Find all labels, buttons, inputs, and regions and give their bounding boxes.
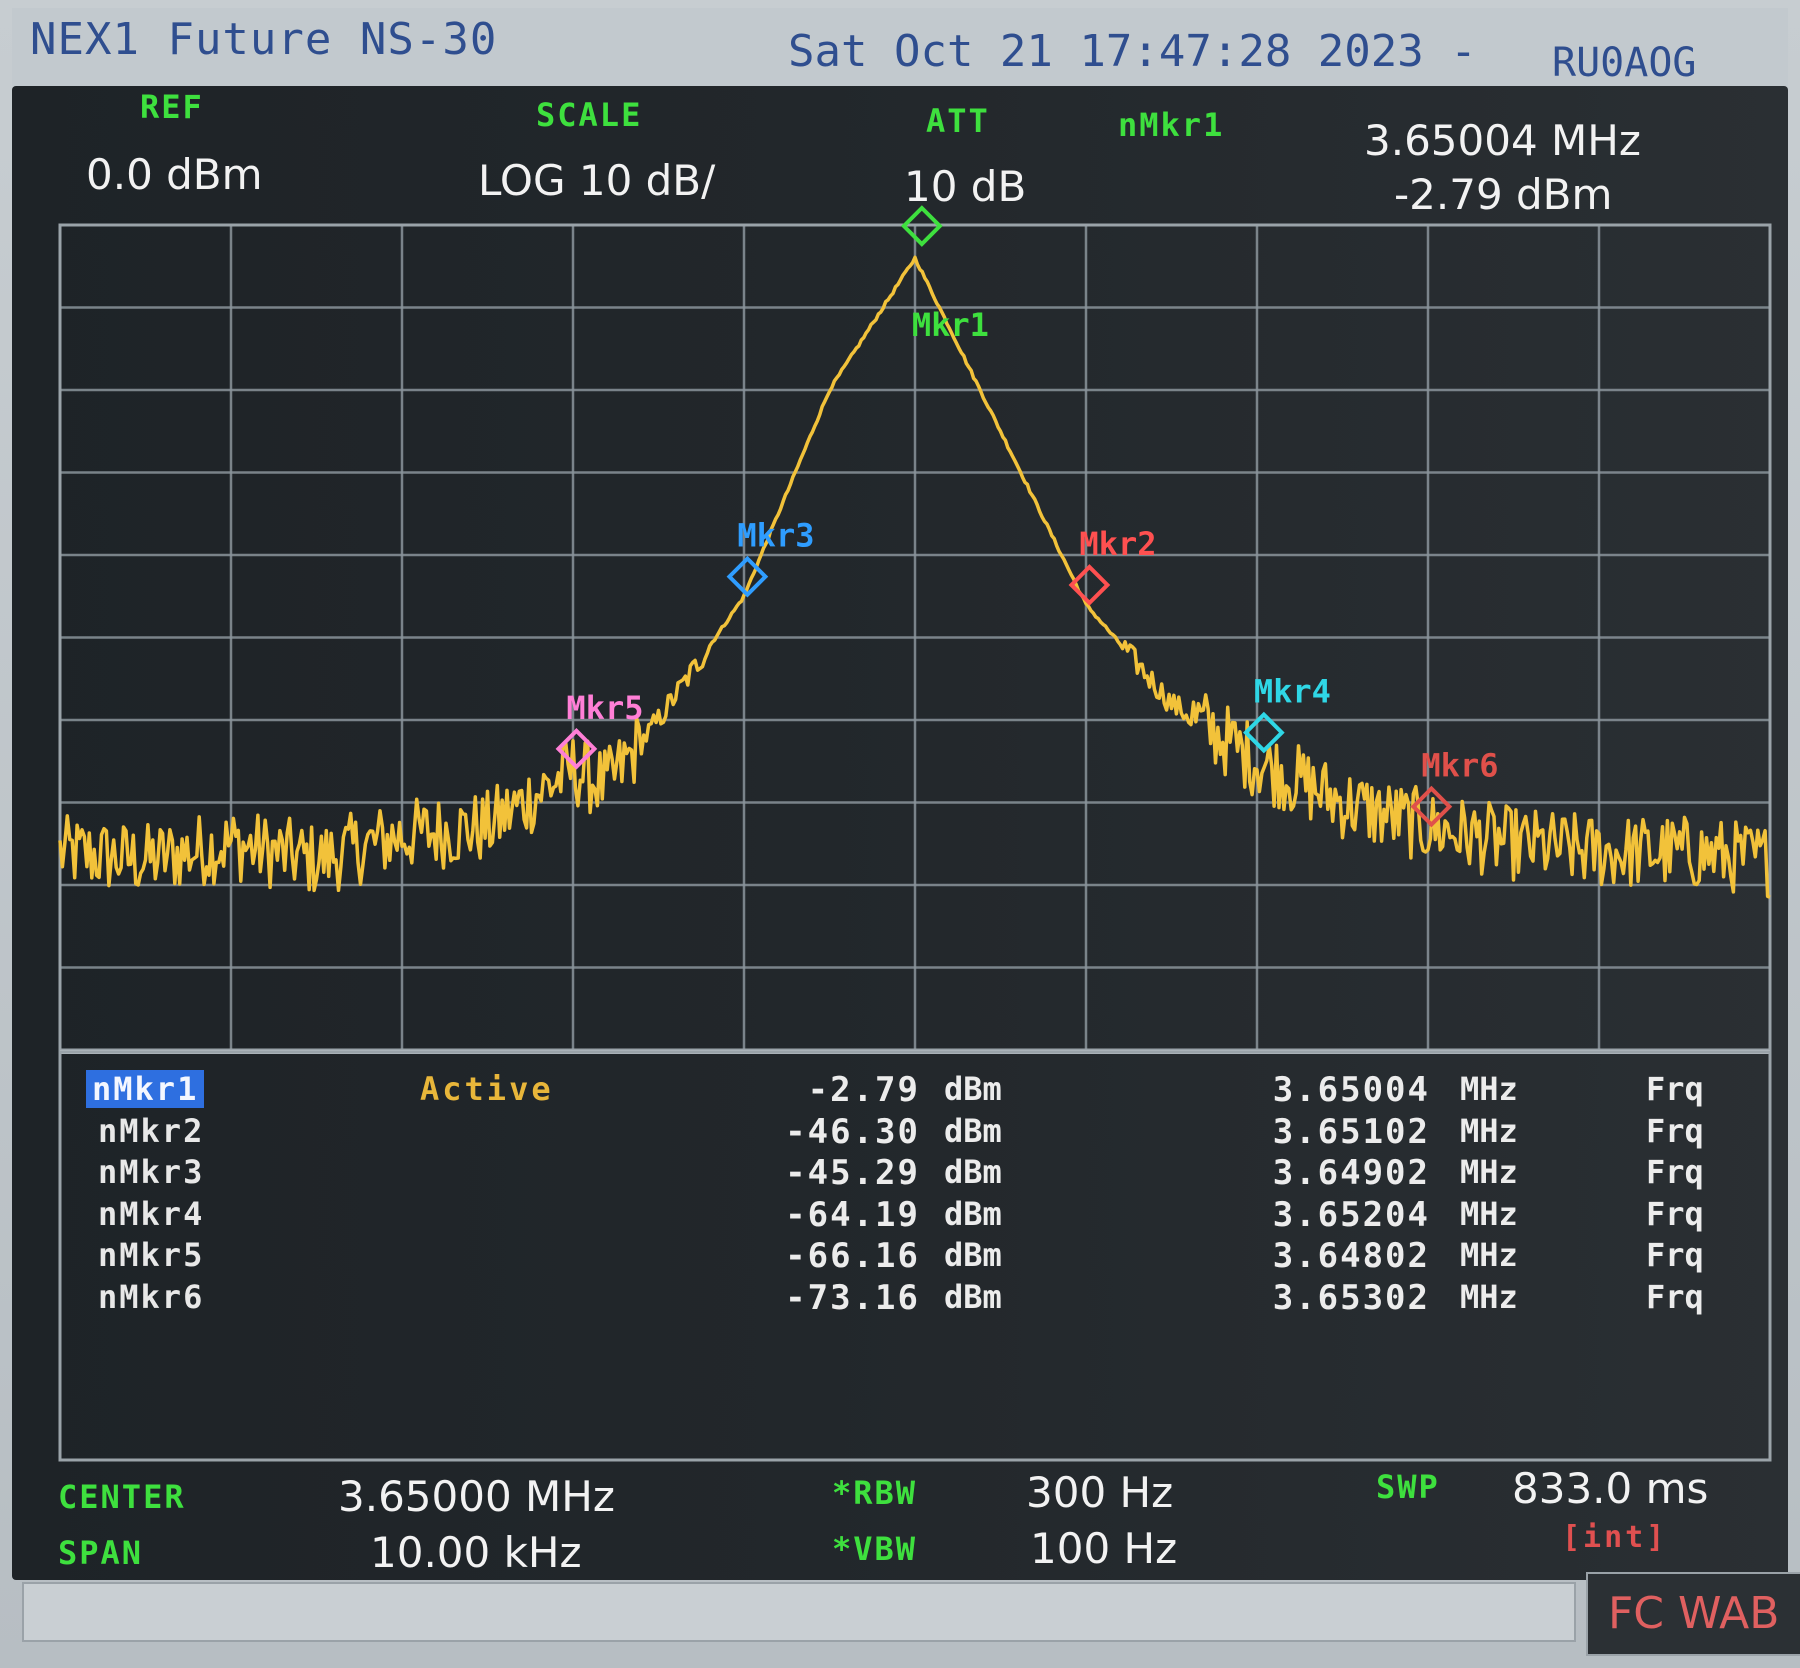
marker-row-frequency-unit: MHz	[1460, 1111, 1518, 1150]
marker-row-name: nMkr2	[98, 1111, 205, 1150]
marker-row-state: Active	[420, 1070, 554, 1108]
active-marker-label: nMkr1	[1118, 106, 1225, 144]
marker-row-frequency: 3.65004	[1272, 1070, 1430, 1110]
marker-row-frequency-unit: MHz	[1460, 1194, 1518, 1233]
marker-row-amplitude: -45.29	[785, 1153, 920, 1193]
marker-mkr3-diamond[interactable]	[726, 555, 769, 598]
marker-layer: Mkr1 Mkr2 Mkr3 Mkr4 Mkr5 Mkr6	[555, 205, 1498, 828]
marker-row-amplitude-unit: dBm	[944, 1236, 1002, 1274]
marker-row-frequency: 3.65102	[1272, 1111, 1430, 1152]
analyzer-screen	[12, 86, 1788, 1580]
span-label: SPAN	[58, 1534, 144, 1572]
marker-mkr2-label: Mkr2	[1079, 525, 1156, 563]
table-border	[58, 1050, 1772, 1462]
active-marker-amplitude: -2.79 dBm	[1394, 170, 1613, 219]
marker-mkr3-label: Mkr3	[737, 517, 814, 555]
vbw-label: *VBW	[832, 1530, 918, 1568]
ref-value: 0.0 dBm	[86, 150, 263, 199]
callsign: RU0AOG	[1552, 40, 1697, 86]
sweep-mode: [int]	[1562, 1520, 1668, 1555]
active-marker-frequency: 3.65004 MHz	[1364, 116, 1641, 165]
center-label: CENTER	[58, 1478, 186, 1516]
marker-row-amplitude-unit: dBm	[944, 1111, 1002, 1150]
span-value: 10.00 kHz	[370, 1528, 582, 1577]
marker-row-frequency: 3.65302	[1272, 1277, 1430, 1318]
marker-row-amplitude-unit: dBm	[944, 1277, 1002, 1316]
att-value: 10 dB	[904, 162, 1027, 211]
marker-row-mode: Frq	[1646, 1236, 1704, 1274]
marker-row-mode: Frq	[1646, 1111, 1704, 1150]
marker-row-frequency: 3.64802	[1272, 1236, 1430, 1276]
marker-row-name: nMkr4	[98, 1194, 205, 1233]
ref-label: REF	[140, 88, 204, 126]
status-text: FC WAB	[1608, 1588, 1780, 1639]
instrument-name: NEX1 Future NS-30	[30, 14, 498, 65]
title-bar	[12, 8, 1788, 86]
marker-row-frequency-unit: MHz	[1460, 1070, 1518, 1108]
center-value: 3.65000 MHz	[338, 1472, 615, 1521]
spectrum-trace-layer	[58, 255, 1771, 899]
marker-row-mode: Frq	[1646, 1194, 1704, 1233]
marker-row-frequency: 3.65204	[1272, 1194, 1430, 1235]
marker-row-frequency-unit: MHz	[1460, 1236, 1518, 1274]
marker-row-amplitude: -2.79	[807, 1070, 920, 1110]
marker-mkr4-label: Mkr4	[1254, 673, 1331, 711]
marker-row-amplitude: -64.19	[785, 1194, 920, 1235]
rbw-label: *RBW	[832, 1474, 918, 1512]
marker-mkr5-diamond[interactable]	[555, 727, 598, 770]
marker-row-mode: Frq	[1646, 1070, 1704, 1108]
marker-row-name: nMkr6	[98, 1277, 205, 1316]
sweep-label: SWP	[1376, 1468, 1440, 1506]
spectrum-trace	[58, 255, 1771, 899]
marker-mkr2-diamond[interactable]	[1068, 564, 1111, 606]
rbw-value: 300 Hz	[1026, 1468, 1174, 1517]
marker-row-frequency: 3.64902	[1272, 1153, 1430, 1193]
status-bar	[22, 1582, 1576, 1642]
marker-row-mode: Frq	[1646, 1277, 1704, 1316]
vbw-value: 100 Hz	[1030, 1524, 1178, 1573]
marker-row-amplitude-unit: dBm	[944, 1070, 1002, 1108]
marker-row-amplitude-unit: dBm	[944, 1194, 1002, 1233]
marker-row-name: nMkr5	[98, 1236, 205, 1274]
datetime-readout: Sat Oct 21 17:47:28 2023 -	[788, 26, 1477, 77]
marker-mkr4-diamond[interactable]	[1243, 711, 1285, 754]
marker-row-name[interactable]: nMkr1	[86, 1070, 205, 1108]
scale-label: SCALE	[536, 96, 643, 134]
marker-row-frequency-unit: MHz	[1460, 1153, 1518, 1191]
marker-row-amplitude: -66.16	[785, 1236, 920, 1276]
status-panel: FC WAB	[1586, 1572, 1800, 1656]
att-label: ATT	[926, 102, 990, 140]
marker-mkr1-diamond[interactable]	[901, 205, 943, 247]
marker-row-mode: Frq	[1646, 1153, 1704, 1191]
marker-row-amplitude: -46.30	[785, 1111, 920, 1152]
plot-grid	[58, 223, 1772, 1462]
marker-mkr6-label: Mkr6	[1421, 747, 1498, 785]
marker-row-amplitude-unit: dBm	[944, 1153, 1002, 1191]
marker-row-frequency-unit: MHz	[1460, 1277, 1518, 1316]
marker-row-name: nMkr3	[98, 1153, 205, 1191]
scale-value: LOG 10 dB/	[478, 156, 716, 205]
marker-mkr1-label: Mkr1	[912, 306, 989, 344]
marker-row-amplitude: -73.16	[785, 1277, 920, 1318]
marker-mkr6-diamond[interactable]	[1410, 785, 1453, 828]
sweep-value: 833.0 ms	[1512, 1464, 1709, 1513]
marker-mkr5-label: Mkr5	[566, 689, 643, 727]
